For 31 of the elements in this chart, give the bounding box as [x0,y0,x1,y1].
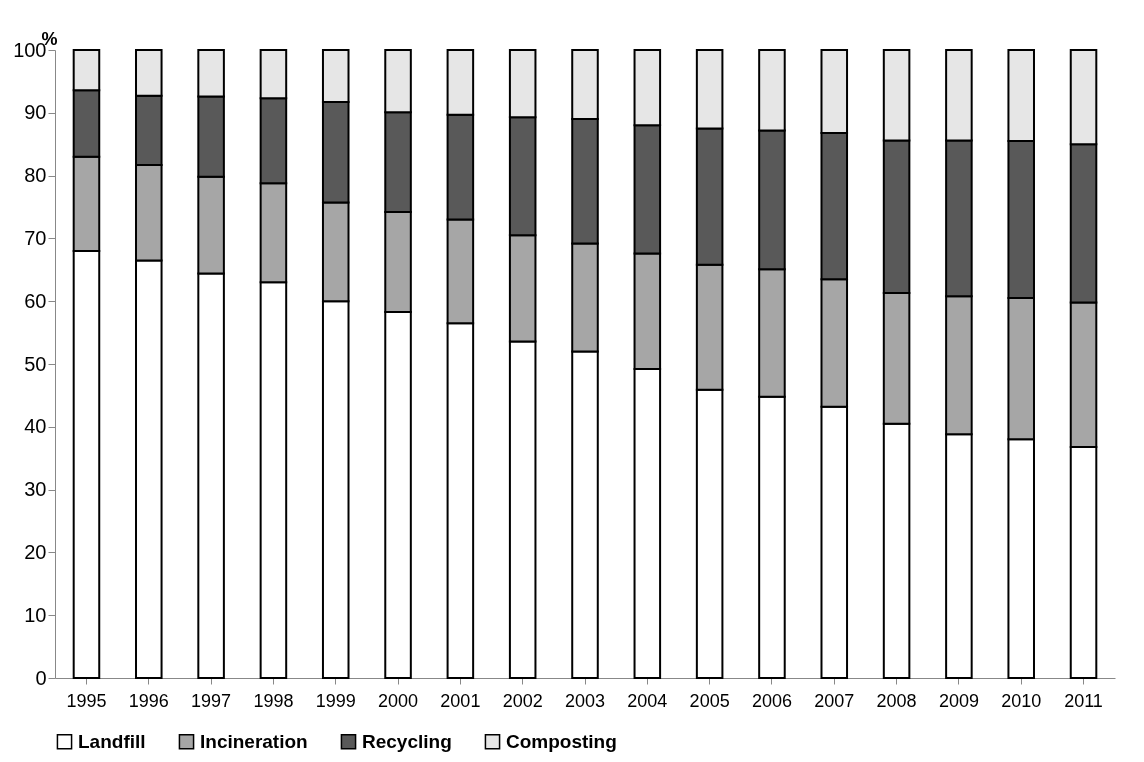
y-tick-label: 10 [24,603,47,626]
x-tick-label: 2001 [440,690,481,711]
x-tick-label: 1998 [253,690,294,711]
y-tick-label: 60 [24,289,47,312]
y-tick-label: 40 [24,415,47,438]
y-tick-label: 70 [24,226,47,249]
x-tick-label: 2010 [1001,690,1042,711]
x-tick-label: 2009 [938,690,979,711]
x-tick-label: 2007 [814,690,855,711]
y-tick-label: 20 [24,540,47,563]
x-tick-label: 2011 [1064,690,1103,711]
x-tick-label: 1997 [191,690,232,711]
x-tick-label: 2000 [378,690,419,711]
legend-label: Landfill [78,730,146,752]
x-tick-label: 2008 [876,690,917,711]
x-tick-label: 2005 [689,690,730,711]
legend-label: Incineration [200,730,308,752]
x-tick-label: 1999 [315,690,356,711]
x-tick-label: 2004 [627,690,668,711]
y-tick-label: 30 [24,478,47,501]
x-tick-label: 2002 [502,690,543,711]
legend-label: Recycling [362,730,452,752]
x-tick-label: 1996 [128,690,169,711]
y-tick-label: 0 [35,666,47,689]
legend-label: Composting [506,730,617,752]
y-tick-label: 50 [24,352,47,375]
y-tick-label: 90 [24,101,47,124]
x-tick-label: 1995 [66,690,107,711]
x-tick-label: 2006 [751,690,792,711]
y-tick-label: 80 [24,164,47,187]
x-tick-label: 2003 [564,690,606,711]
